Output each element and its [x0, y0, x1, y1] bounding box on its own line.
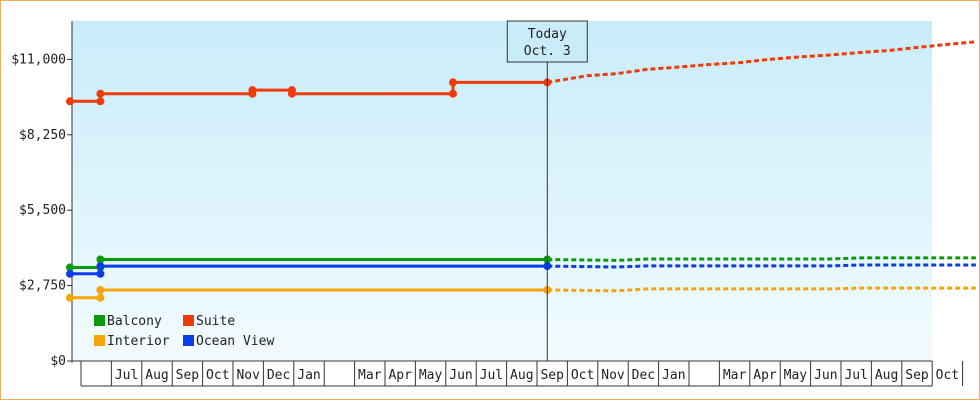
- legend-label: Interior: [107, 334, 170, 349]
- legend: Balcony Suite Interior Ocean View: [94, 314, 274, 349]
- legend-swatch: [183, 335, 194, 346]
- x-month-label: Jan: [297, 368, 320, 383]
- data-point: [66, 97, 74, 106]
- today-box: [506, 20, 588, 63]
- x-month-label: Aug: [875, 368, 898, 383]
- series-interior: [66, 286, 976, 302]
- series-projection-line: [547, 263, 976, 269]
- x-month-label: Dec: [267, 368, 290, 383]
- x-month-label: Jul: [844, 368, 867, 383]
- data-point: [449, 89, 457, 98]
- x-month-label: Mar: [723, 368, 747, 383]
- x-month-label: Aug: [510, 368, 533, 383]
- series-layer: [66, 40, 977, 302]
- legend-swatch: [183, 315, 194, 326]
- x-month-label: Jun: [814, 368, 837, 383]
- legend-swatch: [94, 335, 105, 346]
- x-month-label: May: [784, 368, 808, 383]
- series-suite: [66, 40, 977, 106]
- data-point: [96, 293, 105, 302]
- legend-label: Ocean View: [196, 334, 274, 349]
- x-month-label: Nov: [601, 368, 625, 383]
- x-month-label: Apr: [388, 368, 412, 383]
- today-label: Today: [528, 27, 567, 42]
- data-point: [449, 78, 457, 87]
- x-month-label: Jan: [662, 368, 685, 383]
- x-month-label: Oct: [206, 368, 229, 383]
- x-month-label: Sep: [905, 368, 929, 383]
- data-point: [66, 263, 74, 272]
- series-projection-line: [547, 286, 976, 293]
- today-marker: Today Oct. 3: [506, 20, 588, 361]
- x-month-label: Jun: [449, 368, 472, 383]
- y-tick-label: $5,500: [19, 203, 66, 218]
- x-month-label: Mar: [358, 368, 382, 383]
- x-month-label: Sep: [176, 368, 200, 383]
- data-point: [96, 262, 105, 271]
- data-point: [248, 86, 257, 95]
- y-tick-label: $0: [50, 354, 66, 369]
- data-point: [66, 269, 74, 278]
- data-point: [96, 286, 105, 294]
- y-tick-label: $11,000: [11, 52, 66, 67]
- plot-area: [72, 21, 932, 361]
- x-month-label: May: [419, 368, 443, 383]
- x-month-label: Sep: [540, 368, 564, 383]
- data-point: [96, 97, 105, 106]
- today-date-label: Oct. 3: [524, 44, 571, 59]
- x-month-label: Aug: [145, 368, 168, 383]
- legend-label: Balcony: [107, 314, 162, 329]
- x-month-label: Oct: [571, 368, 594, 383]
- legend-swatch: [94, 315, 105, 326]
- data-point: [287, 89, 296, 98]
- data-point: [96, 269, 105, 278]
- x-axis: Jul Aug Sep Oct Nov Dec Jan Mar Apr May Jun Jul Aug S…: [72, 360, 964, 387]
- y-tick-label: $8,250: [19, 128, 66, 143]
- series-projection-line: [547, 40, 977, 84]
- x-month-label: Apr: [753, 368, 777, 383]
- data-point: [66, 293, 74, 302]
- y-axis: $0 $2,750 $5,500 $8,250 $11,000: [11, 21, 73, 369]
- x-month-label: Jul: [480, 368, 503, 383]
- x-month-label: Oct: [936, 368, 959, 383]
- y-tick-label: $2,750: [19, 279, 66, 294]
- data-point: [96, 89, 105, 98]
- x-month-label: Nov: [236, 368, 260, 383]
- series-projection-line: [547, 256, 976, 262]
- x-month-label: Dec: [632, 368, 655, 383]
- legend-label: Suite: [196, 314, 235, 329]
- data-point: [96, 255, 105, 264]
- x-month-label: Jul: [115, 368, 138, 383]
